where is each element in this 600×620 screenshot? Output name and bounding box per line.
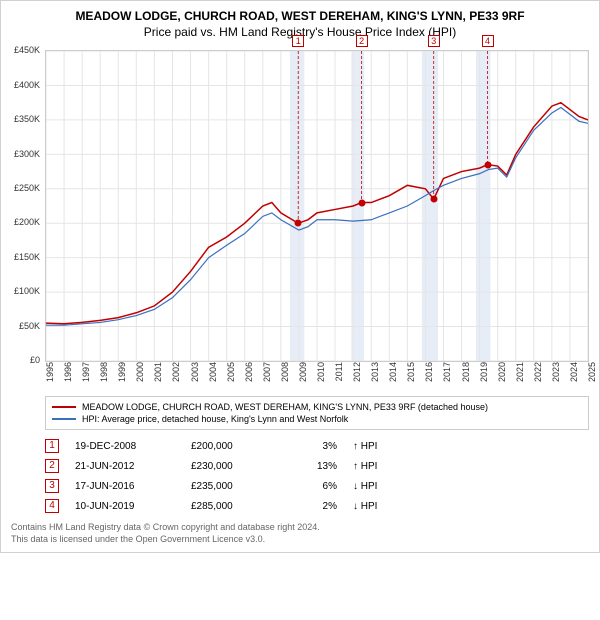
sale-row-marker: 3	[45, 479, 59, 493]
legend-swatch	[52, 406, 76, 408]
sale-row-marker: 4	[45, 499, 59, 513]
x-tick-label: 2011	[334, 362, 344, 388]
x-tick-label: 2007	[262, 362, 272, 388]
x-tick-label: 2021	[515, 362, 525, 388]
sale-date: 10-JUN-2019	[75, 501, 175, 512]
legend-label: HPI: Average price, detached house, King…	[82, 414, 348, 424]
footer-line1: Contains HM Land Registry data © Crown c…	[11, 522, 589, 534]
sale-dot	[430, 196, 437, 203]
sale-gap: 3%	[287, 441, 337, 452]
sale-gap: 6%	[287, 481, 337, 492]
x-tick-label: 2004	[208, 362, 218, 388]
sale-price: £235,000	[191, 481, 271, 492]
x-tick-label: 2001	[153, 362, 163, 388]
sale-dot	[295, 220, 302, 227]
sale-price: £200,000	[191, 441, 271, 452]
y-tick-label: £50K	[0, 321, 40, 331]
sale-marker: 4	[482, 35, 494, 47]
x-tick-label: 2013	[370, 362, 380, 388]
y-tick-label: £300K	[0, 149, 40, 159]
sale-marker: 2	[356, 35, 368, 47]
legend: MEADOW LODGE, CHURCH ROAD, WEST DEREHAM,…	[45, 396, 589, 430]
legend-swatch	[52, 418, 76, 420]
x-tick-label: 2006	[244, 362, 254, 388]
x-tick-label: 2012	[352, 362, 362, 388]
x-axis-labels: 1995199619971998199920002001200220032004…	[45, 366, 589, 390]
x-tick-label: 2019	[479, 362, 489, 388]
x-tick-label: 2017	[442, 362, 452, 388]
y-tick-label: £150K	[0, 252, 40, 262]
x-tick-label: 2024	[569, 362, 579, 388]
sale-date: 17-JUN-2016	[75, 481, 175, 492]
sale-price: £285,000	[191, 501, 271, 512]
sale-gap: 13%	[287, 461, 337, 472]
y-tick-label: £200K	[0, 217, 40, 227]
legend-label: MEADOW LODGE, CHURCH ROAD, WEST DEREHAM,…	[82, 402, 488, 412]
sale-row-marker: 1	[45, 439, 59, 453]
x-tick-label: 2008	[280, 362, 290, 388]
legend-row: HPI: Average price, detached house, King…	[52, 413, 582, 425]
x-tick-label: 1997	[81, 362, 91, 388]
y-tick-label: £400K	[0, 80, 40, 90]
sale-gap: 2%	[287, 501, 337, 512]
sale-marker: 3	[428, 35, 440, 47]
x-tick-label: 2023	[551, 362, 561, 388]
x-tick-label: 2014	[388, 362, 398, 388]
y-axis-labels: £0£50K£100K£150K£200K£250K£300K£350K£400…	[2, 45, 42, 355]
x-tick-label: 2016	[424, 362, 434, 388]
sale-row: 3 17-JUN-2016 £235,000 6% ↓ HPI	[45, 476, 589, 496]
plot-svg	[46, 51, 588, 361]
x-tick-label: 2018	[461, 362, 471, 388]
x-tick-label: 2003	[190, 362, 200, 388]
x-tick-label: 2005	[226, 362, 236, 388]
footer-line2: This data is licensed under the Open Gov…	[11, 534, 589, 546]
x-tick-label: 2010	[316, 362, 326, 388]
sale-date: 21-JUN-2012	[75, 461, 175, 472]
x-tick-label: 2015	[406, 362, 416, 388]
sale-arrow-icon: ↓ HPI	[353, 481, 377, 492]
sale-arrow-icon: ↓ HPI	[353, 501, 377, 512]
y-tick-label: £100K	[0, 286, 40, 296]
sale-price: £230,000	[191, 461, 271, 472]
x-tick-label: 1995	[45, 362, 55, 388]
sale-arrow-icon: ↑ HPI	[353, 441, 377, 452]
x-tick-label: 2009	[298, 362, 308, 388]
sales-table: 1 19-DEC-2008 £200,000 3% ↑ HPI 2 21-JUN-2012 £…	[45, 436, 589, 516]
x-tick-label: 1998	[99, 362, 109, 388]
x-tick-label: 2020	[497, 362, 507, 388]
sale-row: 2 21-JUN-2012 £230,000 13% ↑ HPI	[45, 456, 589, 476]
sale-dot	[484, 161, 491, 168]
sale-row-marker: 2	[45, 459, 59, 473]
x-tick-label: 1999	[117, 362, 127, 388]
sale-dot	[358, 199, 365, 206]
sale-row: 4 10-JUN-2019 £285,000 2% ↓ HPI	[45, 496, 589, 516]
y-tick-label: £0	[0, 355, 40, 365]
legend-row: MEADOW LODGE, CHURCH ROAD, WEST DEREHAM,…	[52, 401, 582, 413]
y-tick-label: £350K	[0, 114, 40, 124]
plot-area: £0£50K£100K£150K£200K£250K£300K£350K£400…	[45, 50, 589, 362]
title-line1: MEADOW LODGE, CHURCH ROAD, WEST DEREHAM,…	[11, 9, 589, 25]
footer: Contains HM Land Registry data © Crown c…	[11, 522, 589, 545]
x-tick-label: 1996	[63, 362, 73, 388]
y-tick-label: £450K	[0, 45, 40, 55]
x-tick-label: 2022	[533, 362, 543, 388]
x-tick-label: 2002	[171, 362, 181, 388]
chart-container: MEADOW LODGE, CHURCH ROAD, WEST DEREHAM,…	[0, 0, 600, 553]
x-tick-label: 2025	[587, 362, 597, 388]
x-tick-label: 2000	[135, 362, 145, 388]
y-tick-label: £250K	[0, 183, 40, 193]
sale-date: 19-DEC-2008	[75, 441, 175, 452]
sale-row: 1 19-DEC-2008 £200,000 3% ↑ HPI	[45, 436, 589, 456]
sale-marker: 1	[292, 35, 304, 47]
sale-arrow-icon: ↑ HPI	[353, 461, 377, 472]
